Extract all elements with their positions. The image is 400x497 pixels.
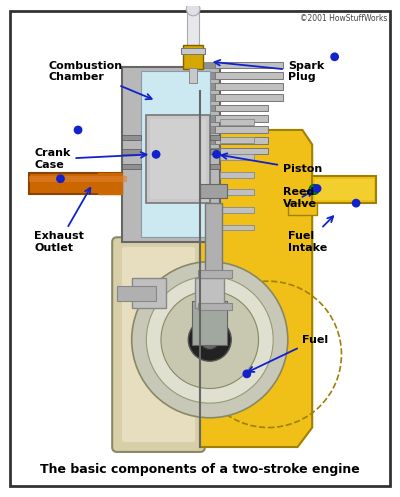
Text: ©2001 HowStuffWorks: ©2001 HowStuffWorks xyxy=(300,14,387,23)
Text: Exhaust
Outlet: Exhaust Outlet xyxy=(34,188,90,253)
Bar xyxy=(187,13,199,50)
Polygon shape xyxy=(200,130,312,447)
Bar xyxy=(200,83,215,90)
Bar xyxy=(215,83,283,90)
Text: The basic components of a two-stroke engine: The basic components of a two-stroke eng… xyxy=(40,463,360,476)
Bar xyxy=(200,104,215,111)
Circle shape xyxy=(313,184,322,193)
Bar xyxy=(29,173,122,194)
Bar xyxy=(198,270,232,278)
Bar xyxy=(122,135,142,140)
Bar xyxy=(215,104,268,111)
Bar xyxy=(312,176,376,203)
Bar xyxy=(220,155,254,160)
Text: Fuel
Intake: Fuel Intake xyxy=(288,216,333,253)
Bar xyxy=(220,225,254,231)
Bar xyxy=(315,179,374,200)
Bar xyxy=(150,119,206,199)
Bar xyxy=(29,176,127,182)
Bar xyxy=(200,115,215,122)
Bar xyxy=(195,278,224,308)
Bar xyxy=(200,137,215,144)
Text: Piston: Piston xyxy=(221,154,322,174)
Circle shape xyxy=(152,150,160,159)
Bar xyxy=(142,72,210,237)
Bar xyxy=(210,135,220,140)
Circle shape xyxy=(132,262,288,418)
Text: Crank
Case: Crank Case xyxy=(34,149,146,170)
Text: Fuel: Fuel xyxy=(248,334,328,372)
Circle shape xyxy=(242,369,251,378)
FancyBboxPatch shape xyxy=(112,237,205,452)
Bar xyxy=(220,189,254,195)
Circle shape xyxy=(146,276,273,403)
Bar xyxy=(205,203,222,330)
Circle shape xyxy=(330,52,339,61)
Bar xyxy=(200,148,215,155)
Circle shape xyxy=(161,291,258,389)
Bar xyxy=(146,115,210,203)
Bar xyxy=(117,286,156,301)
Bar xyxy=(210,164,220,169)
Circle shape xyxy=(200,330,220,349)
Bar xyxy=(200,183,227,198)
Bar xyxy=(122,150,142,155)
Bar xyxy=(215,115,268,122)
Bar xyxy=(200,126,215,133)
Bar xyxy=(189,68,197,83)
Bar xyxy=(182,48,205,54)
Bar xyxy=(220,172,254,178)
Circle shape xyxy=(188,318,231,361)
Text: Spark
Plug: Spark Plug xyxy=(214,60,324,82)
Circle shape xyxy=(56,174,65,183)
Bar xyxy=(200,62,215,69)
Bar xyxy=(220,137,254,143)
Bar xyxy=(220,119,254,125)
Bar xyxy=(184,45,203,70)
Bar xyxy=(192,301,227,344)
Bar xyxy=(288,203,317,215)
Bar xyxy=(198,303,232,311)
Bar xyxy=(215,73,283,79)
Bar xyxy=(122,164,142,169)
Bar xyxy=(132,278,166,308)
Circle shape xyxy=(74,126,82,134)
Bar xyxy=(215,126,268,133)
Circle shape xyxy=(309,184,319,194)
Bar xyxy=(210,150,220,155)
Circle shape xyxy=(212,150,221,159)
Bar xyxy=(215,62,283,69)
Text: Reed
Valve: Reed Valve xyxy=(283,187,317,209)
Bar xyxy=(220,207,254,213)
Bar xyxy=(200,94,215,101)
Text: Combustion
Chamber: Combustion Chamber xyxy=(49,61,152,99)
Bar xyxy=(98,173,122,194)
Bar xyxy=(215,137,268,144)
Bar xyxy=(200,73,215,79)
Bar xyxy=(215,148,268,155)
Circle shape xyxy=(186,2,200,16)
Bar xyxy=(122,67,220,242)
FancyBboxPatch shape xyxy=(122,247,195,442)
Bar xyxy=(215,94,283,101)
Circle shape xyxy=(352,199,360,208)
